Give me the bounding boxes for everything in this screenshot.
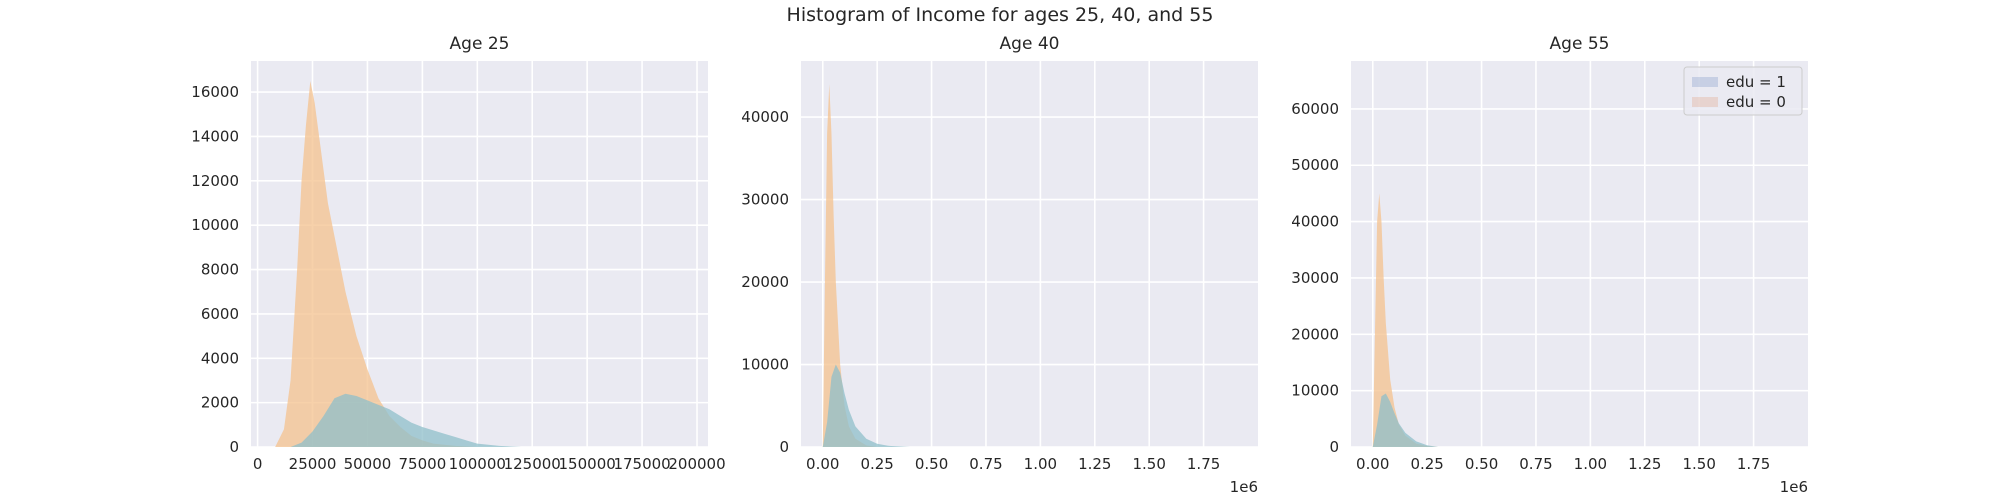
series-edu-0-area — [275, 80, 478, 447]
x-tick-label: 0.25 — [1410, 455, 1443, 473]
y-tick-label: 0 — [779, 438, 789, 456]
figure-title: Histogram of Income for ages 25, 40, and… — [786, 4, 1214, 26]
y-tick-label: 60000 — [1291, 100, 1339, 118]
x-tick-label: 1.50 — [1132, 455, 1165, 473]
legend-label: edu = 1 — [1726, 73, 1786, 91]
y-tick-label: 6000 — [201, 305, 239, 323]
y-tick-label: 8000 — [201, 261, 239, 279]
x-tick-label: 75000 — [399, 455, 447, 473]
subplot-title: Age 40 — [1000, 34, 1060, 54]
subplot-2: 0.00 0.25 0.50 0.75 1.00 1.25 1.50 1.75 0 10000 20… — [741, 34, 1258, 496]
x-tick-label: 0.75 — [1519, 455, 1552, 473]
y-tick-label: 30000 — [1291, 269, 1339, 287]
y-tick-label: 20000 — [741, 273, 789, 291]
legend-box — [1683, 66, 1803, 116]
plot-background — [801, 61, 1258, 447]
x-tick-label: 1.25 — [1628, 455, 1661, 473]
x-tick-label: 0 — [253, 455, 263, 473]
plot-background — [1351, 61, 1808, 447]
y-tick-label: 30000 — [741, 191, 789, 209]
series-edu-1-area — [822, 364, 910, 447]
x-tick-label: 1.00 — [1574, 455, 1607, 473]
x-tick-label: 25000 — [289, 455, 337, 473]
legend-swatch — [1692, 97, 1718, 107]
x-tick-label: 0.75 — [969, 455, 1002, 473]
subplot-1: 0 25000 50000 75000 100000125000150000175000… — [191, 34, 725, 473]
subplot-title: Age 25 — [450, 34, 510, 54]
x-tick-label: 0.00 — [1356, 455, 1389, 473]
series-edu-0-area — [1372, 193, 1439, 447]
y-tick-label: 16000 — [191, 83, 239, 101]
x-tick-label: 1.25 — [1078, 455, 1111, 473]
y-tick-label: 50000 — [1291, 156, 1339, 174]
x-offset-label: 1e6 — [1230, 478, 1258, 496]
legend-swatch — [1692, 77, 1718, 87]
y-tick-label: 4000 — [201, 349, 239, 367]
x-tick-label: 0.50 — [1465, 455, 1498, 473]
x-tick-label: 150000 — [559, 455, 616, 473]
x-tick-label: 1.75 — [1737, 455, 1770, 473]
x-tick-label: 200000 — [668, 455, 725, 473]
x-tick-label: 125000 — [504, 455, 561, 473]
y-tick-label: 10000 — [741, 356, 789, 374]
subplot-3: 0.00 0.25 0.50 0.75 1.00 1.25 1.50 1.75 0 10000 20… — [1291, 34, 1808, 496]
x-tick-label: 100000 — [449, 455, 506, 473]
y-tick-label: 2000 — [201, 394, 239, 412]
x-tick-label: 0.25 — [860, 455, 893, 473]
y-tick-label: 10000 — [191, 216, 239, 234]
y-tick-label: 10000 — [1291, 382, 1339, 400]
legend-label: edu = 0 — [1726, 93, 1786, 111]
x-tick-label: 0.00 — [806, 455, 839, 473]
x-tick-label: 0.50 — [915, 455, 948, 473]
legend: edu = 1 edu = 0 — [1683, 66, 1803, 116]
y-tick-label: 40000 — [1291, 213, 1339, 231]
y-tick-label: 12000 — [191, 172, 239, 190]
x-tick-label: 50000 — [344, 455, 392, 473]
x-tick-label: 1.50 — [1682, 455, 1715, 473]
x-tick-label: 1.75 — [1187, 455, 1220, 473]
y-tick-label: 14000 — [191, 127, 239, 145]
subplot-title: Age 55 — [1550, 34, 1610, 54]
x-tick-label: 175000 — [613, 455, 670, 473]
y-tick-label: 20000 — [1291, 325, 1339, 343]
x-tick-label: 1.00 — [1024, 455, 1057, 473]
x-offset-label: 1e6 — [1780, 478, 1808, 496]
series-edu-0-area — [822, 84, 878, 447]
series-edu-1-area — [290, 393, 522, 447]
y-tick-label: 0 — [229, 438, 239, 456]
y-tick-label: 40000 — [741, 108, 789, 126]
y-tick-label: 0 — [1329, 438, 1339, 456]
series-edu-1-area — [1372, 393, 1439, 447]
